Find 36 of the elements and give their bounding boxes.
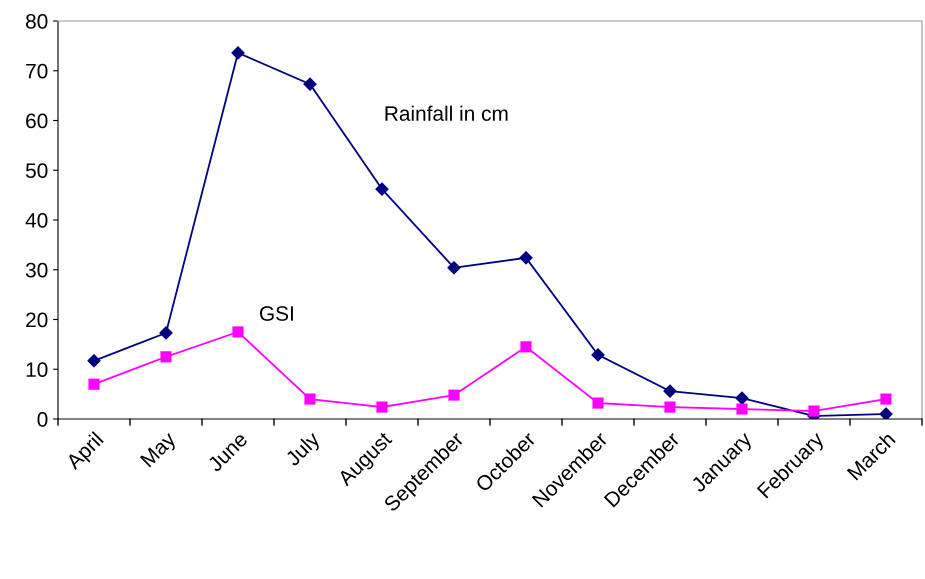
point (87, 354, 101, 368)
y-tick-label: 50 (26, 163, 48, 178)
point (879, 407, 893, 419)
y-tick-label: 0 (38, 412, 48, 427)
point (159, 326, 173, 340)
point (232, 326, 244, 338)
series-label: GSI (260, 306, 293, 321)
point (520, 341, 532, 352)
y-tick-label: 60 (26, 114, 48, 128)
point (88, 378, 100, 390)
point (303, 78, 317, 91)
point (160, 351, 172, 362)
point (447, 261, 461, 274)
x-tick-label: July (284, 430, 324, 470)
y-tick-label: 70 (26, 64, 48, 79)
series-label: Rainfall in cm (386, 106, 508, 121)
point (231, 46, 245, 60)
point (592, 398, 604, 409)
point (663, 384, 677, 398)
point (304, 394, 316, 405)
y-tick-label: 80 (26, 14, 48, 29)
y-tick-label: 10 (26, 362, 48, 378)
point (736, 403, 748, 415)
y-tick-label: 30 (26, 262, 48, 278)
point (664, 402, 676, 413)
point (735, 392, 749, 405)
point (591, 348, 605, 362)
point (375, 182, 389, 196)
point (376, 402, 388, 413)
x-tick-label: May (140, 430, 180, 470)
point (808, 405, 820, 417)
y-tick-label: 40 (26, 213, 48, 228)
point (880, 394, 892, 405)
y-tick-label: 20 (26, 312, 48, 328)
point (519, 251, 533, 264)
point (448, 390, 460, 401)
